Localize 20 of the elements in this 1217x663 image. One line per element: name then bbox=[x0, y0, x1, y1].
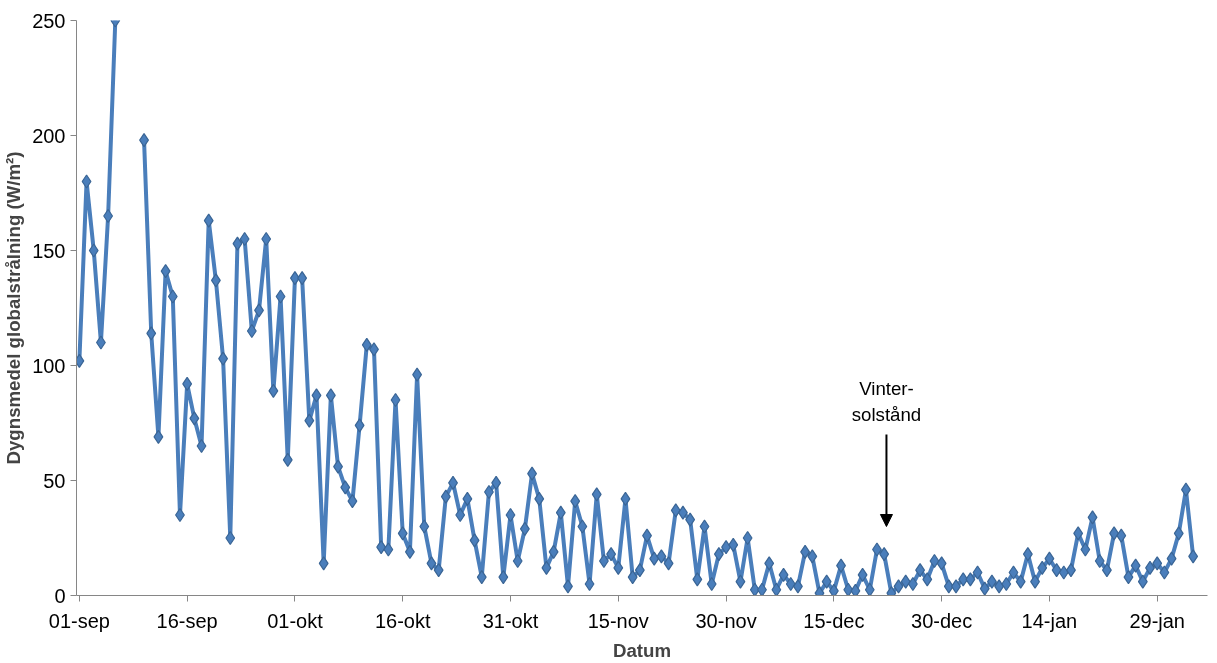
annotation: Vinter- solstånd bbox=[851, 378, 922, 426]
y-tick-label: 0 bbox=[54, 584, 66, 607]
y-tick-label: 50 bbox=[43, 469, 66, 492]
x-tick-label: 16-sep bbox=[156, 609, 218, 632]
x-tick-label: 30-nov bbox=[695, 609, 757, 632]
x-tick-label: 14-jan bbox=[1021, 609, 1078, 632]
x-tick-label: 15-nov bbox=[587, 609, 649, 632]
x-axis-title: Datum bbox=[612, 639, 672, 661]
y-tick-label: 250 bbox=[32, 9, 66, 32]
x-tick-label: 15-dec bbox=[803, 609, 865, 632]
x-tick-label: 29-jan bbox=[1129, 609, 1186, 632]
x-tick-label: 31-okt bbox=[482, 609, 539, 632]
y-tick-label: 200 bbox=[32, 124, 66, 147]
y-axis-title: Dygnsmedel globalstrålning (W/m²) bbox=[3, 151, 25, 465]
x-tick-label: 16-okt bbox=[374, 609, 431, 632]
y-tick-label: 150 bbox=[32, 239, 66, 262]
x-tick-label: 01-sep bbox=[48, 609, 110, 632]
y-tick-label: 100 bbox=[32, 354, 66, 377]
x-tick-label: 01-okt bbox=[267, 609, 324, 632]
x-tick-label: 30-dec bbox=[911, 609, 973, 632]
